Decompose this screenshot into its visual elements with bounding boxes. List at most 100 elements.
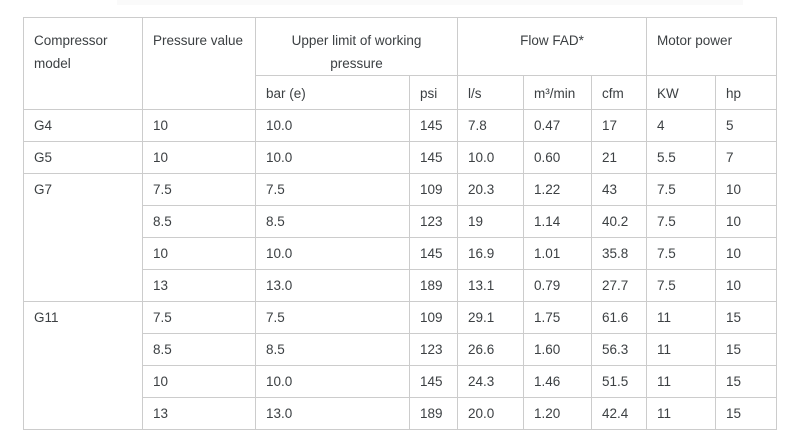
table-row: 13 13.0 189 20.0 1.20 42.4 11 15 [24, 397, 778, 430]
cell-bar: 8.5 [255, 205, 410, 238]
cell-cfm: 35.8 [591, 237, 648, 270]
cell-pressure: 13 [142, 269, 256, 302]
cell-psi: 145 [408, 365, 459, 398]
cell-ls: 10.0 [457, 141, 525, 174]
cell-model: G5 [23, 141, 143, 174]
cell-ls: 13.1 [457, 269, 525, 302]
cell-pressure: 7.5 [142, 173, 256, 206]
cell-psi: 189 [408, 269, 459, 302]
cell-cfm: 61.6 [591, 301, 648, 334]
compressor-spec-table: Compressor model Pressure value Upper li… [23, 17, 778, 430]
cell-m3min: 0.47 [523, 109, 593, 142]
cell-pressure: 10 [142, 237, 256, 270]
cell-bar: 10.0 [255, 109, 410, 142]
column-header-m3min: m³/min [523, 75, 593, 110]
column-group-upper-limit: Upper limit of working pressure [254, 17, 459, 76]
cell-m3min: 1.22 [523, 173, 593, 206]
cell-cfm: 43 [591, 173, 648, 206]
cell-m3min: 0.79 [523, 269, 593, 302]
cell-ls: 29.1 [457, 301, 525, 334]
cell-kw: 11 [646, 333, 717, 366]
cell-kw: 11 [646, 365, 717, 398]
cell-kw: 11 [646, 301, 717, 334]
cell-kw: 7.5 [646, 173, 717, 206]
column-header-hp: hp [715, 75, 778, 110]
cell-m3min: 1.75 [523, 301, 593, 334]
cell-pressure: 10 [142, 141, 256, 174]
cell-bar: 8.5 [255, 333, 410, 366]
column-group-motor-power: Motor power [646, 17, 778, 76]
cell-hp: 15 [715, 365, 778, 398]
cell-kw: 4 [646, 109, 717, 142]
column-header-ls: l/s [457, 75, 525, 110]
cell-m3min: 1.14 [523, 205, 593, 238]
cell-model: G4 [23, 109, 143, 142]
cell-hp: 10 [715, 269, 778, 302]
cell-pressure: 8.5 [142, 333, 256, 366]
cell-bar: 13.0 [255, 397, 410, 430]
cell-hp: 10 [715, 173, 778, 206]
cell-hp: 15 [715, 397, 778, 430]
header-row-groups: Compressor model Pressure value Upper li… [23, 17, 778, 110]
cell-bar: 10.0 [255, 237, 410, 270]
table-row: G11 7.5 7.5 109 29.1 1.75 61.6 11 15 [23, 301, 778, 430]
cell-hp: 15 [715, 301, 778, 334]
table-row: 10 10.0 145 16.9 1.01 35.8 7.5 10 [24, 237, 778, 270]
cell-psi: 145 [408, 109, 459, 142]
column-group-flow-fad: Flow FAD* [457, 17, 648, 76]
cell-cfm: 56.3 [591, 333, 648, 366]
cell-psi: 123 [408, 205, 459, 238]
cell-hp: 7 [715, 141, 778, 174]
cell-pressure: 10 [142, 365, 256, 398]
cell-model: G11 [23, 301, 143, 430]
table-row: G7 7.5 7.5 109 20.3 1.22 43 7.5 10 [23, 173, 778, 302]
cell-cfm: 21 [591, 141, 648, 174]
cell-cfm: 42.4 [591, 397, 648, 430]
cell-ls: 26.6 [457, 333, 525, 366]
header-row-units: bar (e) psi l/s m³/min cfm KW hp [24, 75, 778, 110]
cell-psi: 109 [408, 301, 459, 334]
column-header-compressor-model: Compressor model [23, 17, 143, 110]
cell-psi: 145 [408, 237, 459, 270]
column-header-bar-e: bar (e) [255, 75, 410, 110]
cell-ls: 20.0 [457, 397, 525, 430]
column-header-kw: KW [646, 75, 717, 110]
table-row: 13 13.0 189 13.1 0.79 27.7 7.5 10 [24, 269, 778, 302]
cell-psi: 189 [408, 397, 459, 430]
cell-cfm: 27.7 [591, 269, 648, 302]
table-row: G5 10 10.0 145 10.0 0.60 21 5.5 7 [23, 141, 778, 174]
cell-bar: 10.0 [255, 365, 410, 398]
cell-hp: 10 [715, 205, 778, 238]
cell-model: G7 [23, 173, 143, 302]
cell-pressure: 10 [142, 109, 256, 142]
cell-pressure: 13 [142, 397, 256, 430]
table-row: G4 10 10.0 145 7.8 0.47 17 4 5 [23, 109, 778, 142]
cell-bar: 10.0 [255, 141, 410, 174]
cell-psi: 123 [408, 333, 459, 366]
cell-m3min: 1.46 [523, 365, 593, 398]
cell-m3min: 1.20 [523, 397, 593, 430]
cell-ls: 7.8 [457, 109, 525, 142]
cell-ls: 16.9 [457, 237, 525, 270]
cell-ls: 19 [457, 205, 525, 238]
column-header-psi: psi [408, 75, 459, 110]
table-row: 10 10.0 145 24.3 1.46 51.5 11 15 [24, 365, 778, 398]
cell-kw: 7.5 [646, 205, 717, 238]
cell-psi: 145 [408, 141, 459, 174]
cell-psi: 109 [408, 173, 459, 206]
cell-pressure: 7.5 [142, 301, 256, 334]
table-row: 8.5 8.5 123 26.6 1.60 56.3 11 15 [24, 333, 778, 366]
cell-m3min: 1.01 [523, 237, 593, 270]
cell-bar: 7.5 [255, 173, 410, 206]
cell-bar: 13.0 [255, 269, 410, 302]
column-header-pressure-value: Pressure value [142, 17, 256, 110]
cell-m3min: 1.60 [523, 333, 593, 366]
cell-hp: 15 [715, 333, 778, 366]
cell-kw: 7.5 [646, 237, 717, 270]
cell-cfm: 40.2 [591, 205, 648, 238]
cell-m3min: 0.60 [523, 141, 593, 174]
cell-kw: 7.5 [646, 269, 717, 302]
table-row: 8.5 8.5 123 19 1.14 40.2 7.5 10 [24, 205, 778, 238]
cell-ls: 20.3 [457, 173, 525, 206]
cell-cfm: 51.5 [591, 365, 648, 398]
